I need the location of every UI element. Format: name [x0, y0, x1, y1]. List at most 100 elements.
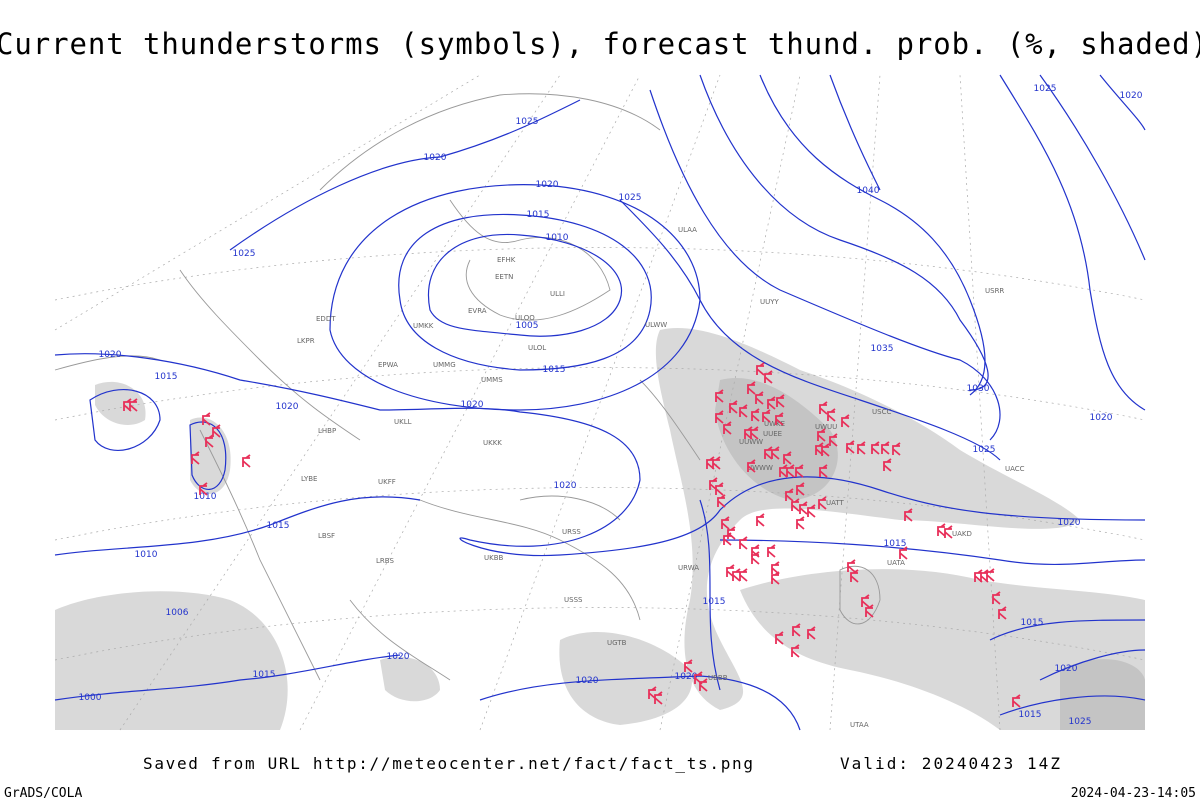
shade-area — [55, 591, 288, 730]
station-label: URSS — [562, 528, 581, 536]
isobar-label: 1020 — [576, 676, 599, 686]
station-label: UKLL — [394, 418, 412, 426]
isobar — [329, 184, 701, 411]
station-label: UTAA — [850, 721, 869, 729]
shade-area — [380, 656, 440, 702]
station-label: UMKK — [413, 322, 434, 330]
isobar — [759, 74, 986, 396]
station-label: UWUU — [815, 423, 837, 431]
isobar — [999, 74, 1146, 411]
station-label: USSS — [564, 596, 583, 604]
credit: GrADS/COLA — [4, 786, 82, 800]
station-label: UAKD — [952, 530, 972, 538]
isobars — [54, 74, 1146, 731]
storm-symbol — [739, 568, 748, 582]
station-label: LKPR — [297, 337, 315, 345]
isobar-label: 1015 — [527, 210, 550, 220]
station-label: EDDT — [316, 315, 336, 323]
station-labels: EFHK EETN ULLI ULOO EVRA ULOL UMKK EPWA UMMS UMMG… — [297, 226, 1025, 729]
isobar — [54, 496, 1146, 691]
storm-symbol — [944, 525, 953, 539]
isobar-label: 1015 — [1019, 710, 1042, 720]
station-label: EFHK — [497, 256, 516, 264]
storm-symbol — [242, 454, 251, 468]
meridians — [54, 74, 1001, 731]
station-label: UUWW — [739, 438, 763, 446]
storm-symbol — [756, 513, 765, 527]
shade-area — [95, 381, 146, 425]
isobar-label: 1020 — [1058, 518, 1081, 528]
isobar-label: 1010 — [546, 233, 569, 243]
title: Current thunderstorms (symbols), forecas… — [0, 27, 1200, 61]
isobar-label: 1020 — [387, 652, 410, 662]
station-label: UGTB — [607, 639, 627, 647]
isobar-label: 1025 — [233, 249, 256, 259]
graticule — [54, 74, 1146, 731]
station-label: EETN — [495, 273, 513, 281]
station-label: UKKK — [483, 439, 502, 447]
storm-symbol — [796, 516, 805, 530]
isobar-label: 1010 — [135, 550, 158, 560]
isobar-label: 1015 — [155, 372, 178, 382]
isobar-label: 1020 — [276, 402, 299, 412]
station-label: ULOL — [528, 344, 546, 352]
isobar-label: 1035 — [871, 344, 894, 354]
map-area — [54, 74, 1146, 731]
station-label: URWA — [678, 564, 699, 572]
storm-symbol — [751, 551, 760, 565]
isobar — [398, 213, 652, 371]
station-label: ULLI — [550, 290, 565, 298]
station-label: UATA — [887, 559, 905, 567]
isobar-labels: 1025 1020 1020 1025 1015 1010 1005 1015 1020 1025… — [79, 84, 1143, 727]
station-label: USCC — [872, 408, 891, 416]
station-label: LHBP — [318, 427, 336, 435]
station-label: UKFF — [378, 478, 396, 486]
isobar-label: 1030 — [967, 384, 990, 394]
isobar-label: 1000 — [79, 693, 102, 703]
station-label: ULWW — [645, 321, 667, 329]
isobar-label: 1025 — [516, 117, 539, 127]
isobar-label: 1020 — [1090, 413, 1113, 423]
storm-symbol — [732, 568, 741, 582]
station-label: EVRA — [468, 307, 487, 315]
isobar — [427, 233, 623, 337]
isobar-label: 1025 — [619, 193, 642, 203]
isobar-label: 1020 — [424, 153, 447, 163]
isobar-label: 1020 — [461, 400, 484, 410]
station-label: UWKE — [764, 420, 785, 428]
station-label: UKBB — [484, 554, 504, 562]
isobar-label: 1020 — [99, 350, 122, 360]
isobar-label: 1005 — [516, 321, 539, 331]
isobar — [229, 99, 1001, 461]
shade-area — [740, 569, 1145, 730]
station-label: LYBE — [301, 475, 317, 483]
station-label: ULOO — [515, 314, 535, 322]
station-label: ULAA — [678, 226, 697, 234]
station-label: UMMG — [433, 361, 456, 369]
storm-symbol — [739, 536, 748, 550]
isobar-label: 1015 — [253, 670, 276, 680]
isobar-label: 1006 — [166, 608, 189, 618]
isobar — [649, 89, 1001, 441]
isobar-label: 1020 — [675, 672, 698, 682]
station-label: UUEE — [763, 430, 782, 438]
shade-area — [1060, 659, 1145, 730]
station-label: UWWW — [747, 464, 773, 472]
timestamp: 2024-04-23-14:05 — [1071, 786, 1196, 800]
source-url: Saved from URL http://meteocenter.net/fa… — [143, 754, 753, 773]
shade-area — [190, 417, 231, 494]
storm-symbol — [767, 544, 776, 558]
coastlines — [54, 93, 881, 681]
storm-symbol — [937, 523, 946, 537]
isobar-label: 1025 — [973, 445, 996, 455]
station-label: USRR — [985, 287, 1004, 295]
isobar — [989, 619, 1146, 716]
station-label: LBSF — [318, 532, 335, 540]
isobar-label: 1015 — [703, 597, 726, 607]
isobar-label: 1025 — [1069, 717, 1092, 727]
valid-time: Valid: 20240423 14Z — [840, 754, 1060, 773]
isobar-label: 1010 — [194, 492, 217, 502]
station-label: UMMS — [481, 376, 503, 384]
station-label: UATT — [826, 499, 845, 507]
